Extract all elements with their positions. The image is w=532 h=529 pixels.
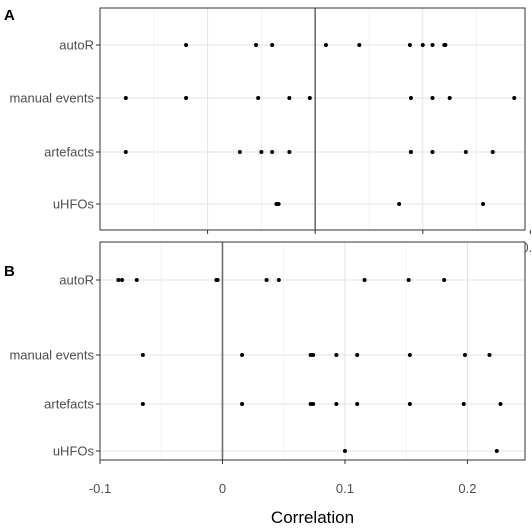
data-point-manual-events xyxy=(487,353,492,357)
x-tick-label: 0.1 xyxy=(336,481,354,496)
y-tick-label-uhfos: uHFOs xyxy=(53,197,95,212)
data-point-artefacts xyxy=(498,402,503,406)
data-point-artefacts xyxy=(408,150,413,154)
data-point-artefacts xyxy=(270,150,275,154)
y-tick-label-artefacts: artefacts xyxy=(44,145,94,160)
data-point-uhfos xyxy=(342,449,347,453)
data-point-autor xyxy=(184,43,189,47)
data-point-autor xyxy=(420,43,425,47)
x-tick-label: 0.2 xyxy=(458,481,476,496)
data-point-autor xyxy=(215,278,220,282)
data-point-manual-events xyxy=(123,96,128,100)
data-point-manual-events xyxy=(408,96,413,100)
data-point-manual-events xyxy=(355,353,360,357)
data-point-autor xyxy=(254,43,259,47)
data-point-autor xyxy=(276,278,281,282)
data-point-artefacts xyxy=(355,402,360,406)
plot-area xyxy=(100,8,525,230)
data-point-autor xyxy=(134,278,139,282)
y-tick-label-artefacts: artefacts xyxy=(44,397,94,412)
plot-border xyxy=(99,7,526,231)
plot-border xyxy=(99,241,526,461)
data-point-artefacts xyxy=(240,402,245,406)
data-point-manual-events xyxy=(430,96,435,100)
data-point-autor xyxy=(323,43,328,47)
data-point-manual-events xyxy=(307,96,312,100)
data-point-artefacts xyxy=(407,402,412,406)
data-point-uhfos xyxy=(481,202,486,206)
data-point-autor xyxy=(116,278,121,282)
data-point-manual-events xyxy=(256,96,261,100)
data-point-manual-events xyxy=(512,96,517,100)
data-point-autor xyxy=(407,43,412,47)
data-point-autor xyxy=(362,278,367,282)
data-point-manual-events xyxy=(311,353,316,357)
data-point-autor xyxy=(442,278,447,282)
data-point-artefacts xyxy=(287,150,292,154)
data-point-autor xyxy=(120,278,125,282)
data-point-manual-events xyxy=(184,96,189,100)
data-point-artefacts xyxy=(334,402,339,406)
panel-label: A xyxy=(4,7,15,24)
data-point-autor xyxy=(264,278,269,282)
data-point-artefacts xyxy=(237,150,242,154)
data-point-autor xyxy=(270,43,275,47)
data-point-manual-events xyxy=(287,96,292,100)
x-tick-label: 0.2 xyxy=(521,240,532,255)
y-tick-label-uhfos: uHFOs xyxy=(53,444,95,459)
x-tick-label: 0 xyxy=(219,481,226,496)
data-point-artefacts xyxy=(430,150,435,154)
data-point-manual-events xyxy=(140,353,145,357)
y-tick-label-manual-events: manual events xyxy=(9,348,94,363)
data-point-autor xyxy=(406,278,411,282)
data-point-artefacts xyxy=(140,402,145,406)
data-point-artefacts xyxy=(311,402,316,406)
data-point-autor xyxy=(430,43,435,47)
data-point-uhfos xyxy=(276,202,281,206)
data-point-manual-events xyxy=(240,353,245,357)
data-point-artefacts xyxy=(490,150,495,154)
data-point-manual-events xyxy=(334,353,339,357)
data-point-autor xyxy=(357,43,362,47)
data-point-artefacts xyxy=(461,402,466,406)
data-point-manual-events xyxy=(407,353,412,357)
data-point-manual-events xyxy=(462,353,467,357)
panel-label: B xyxy=(4,263,15,280)
x-axis-title: Correlation xyxy=(271,508,354,527)
data-point-autor xyxy=(443,43,448,47)
x-tick-label: -0.1 xyxy=(89,481,111,496)
data-point-uhfos xyxy=(397,202,402,206)
y-tick-label-manual-events: manual events xyxy=(9,91,94,106)
data-point-uhfos xyxy=(494,449,499,453)
y-tick-label-autor: autoR xyxy=(59,273,94,288)
data-point-artefacts xyxy=(259,150,264,154)
data-point-artefacts xyxy=(123,150,128,154)
data-point-manual-events xyxy=(447,96,452,100)
y-tick-label-autor: autoR xyxy=(59,38,94,53)
data-point-artefacts xyxy=(463,150,468,154)
plot-area xyxy=(100,242,525,460)
